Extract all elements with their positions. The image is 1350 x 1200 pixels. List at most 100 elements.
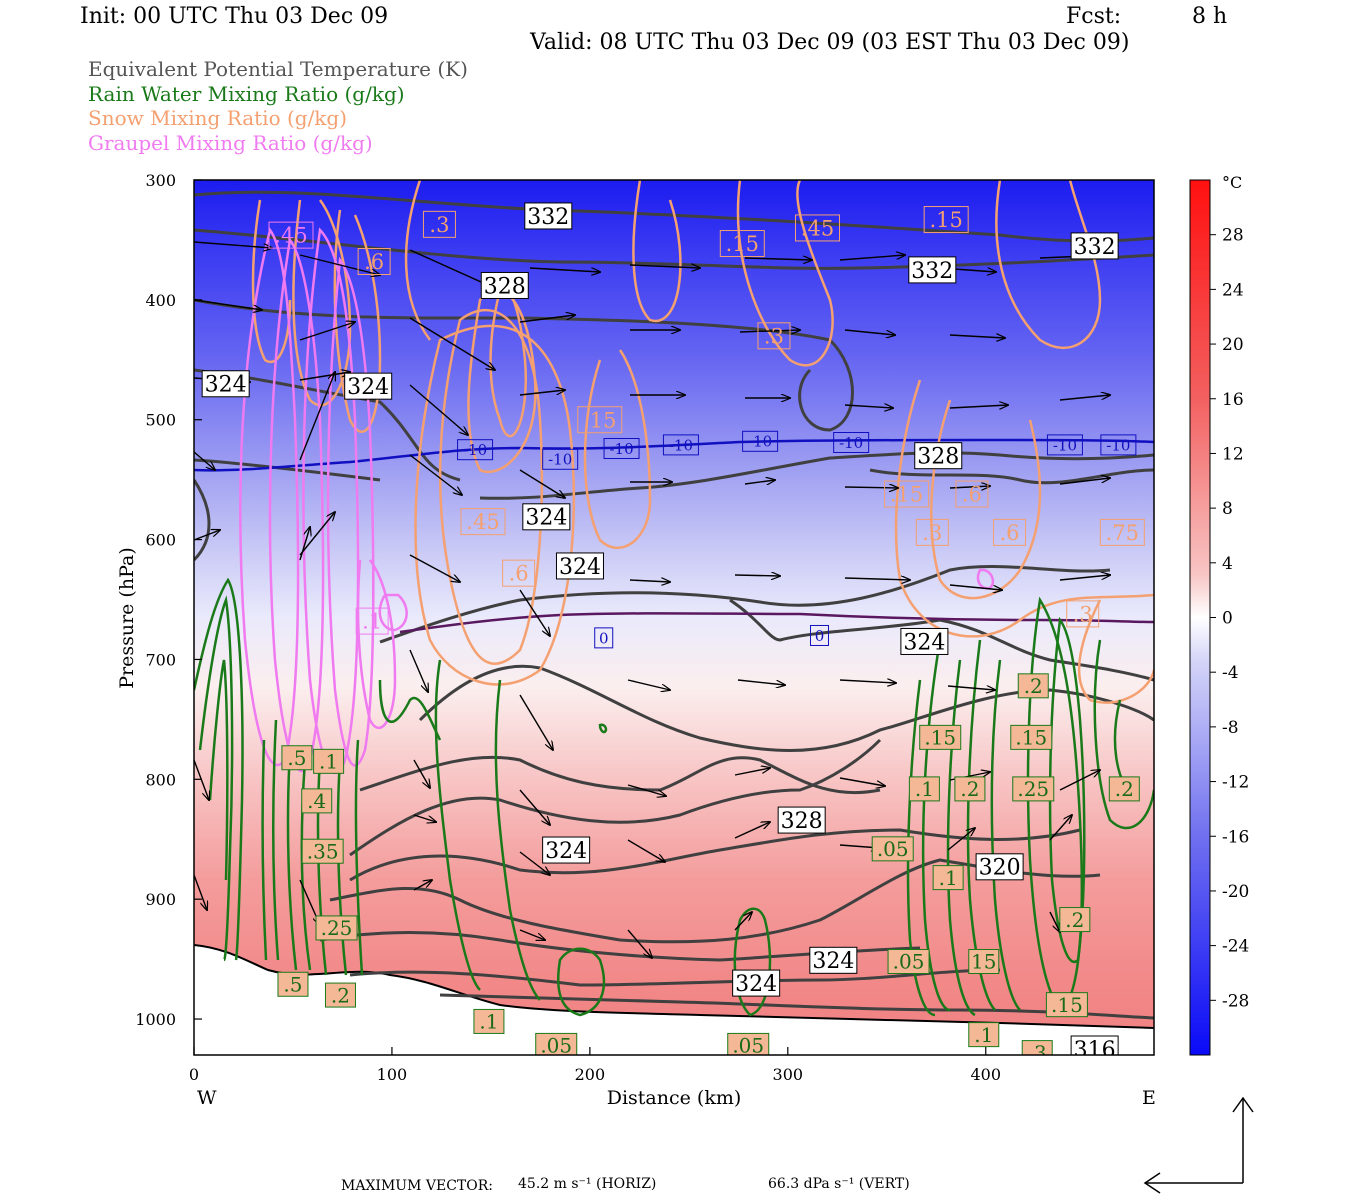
colorbar-unit: °C [1222, 173, 1242, 192]
terrain [194, 945, 1154, 1055]
rain-label: .1 [974, 1023, 993, 1047]
theta-e-label: 324 [205, 373, 247, 398]
colorbar-tick-label: 4 [1222, 554, 1233, 574]
y-tick-label: 400 [145, 291, 176, 310]
temperature-label: 0 [599, 629, 609, 647]
colorbar-tick-label: -16 [1222, 827, 1249, 847]
temperature-label-box [809, 624, 829, 646]
rain-label-box [315, 915, 358, 941]
rain-label: .1 [479, 1010, 498, 1034]
graupel-label-box [268, 221, 314, 249]
temperature-label-box [833, 432, 870, 453]
forecast-hours: 8 h [1192, 4, 1228, 29]
theta-e-label-box [524, 202, 573, 230]
temperature-label: -10 [609, 440, 633, 458]
temperature-label-box [603, 437, 640, 459]
temperature-label-box [1100, 434, 1137, 456]
colorbar-tick-label: -20 [1222, 882, 1249, 902]
rain-label-box [932, 865, 964, 891]
x-tick-label: 300 [773, 1065, 804, 1084]
theta-e-label: 324 [525, 506, 567, 531]
forecast-label: Fcst: [1066, 4, 1122, 29]
legend-theta-e: Equivalent Potential Temperature (K) [88, 57, 468, 81]
colorbar-tick-label: -4 [1222, 663, 1239, 683]
y-tick-label: 900 [145, 890, 176, 909]
rain-label-box [1108, 776, 1140, 802]
temperature-label: -10 [1106, 436, 1130, 454]
temperature-label-box [1046, 434, 1083, 456]
temperature-label-box [662, 434, 699, 456]
theta-e-label: 332 [911, 259, 953, 284]
snow-label: .15 [890, 483, 923, 507]
rain-label-box [281, 745, 313, 771]
temperature-labels: -10 -10 -10 -10 -10 -10 -10 -10 0 0 [457, 430, 1137, 649]
theta-e-label: 320 [979, 856, 1021, 881]
temperature-label-box [594, 627, 614, 649]
rain-label: .05 [877, 837, 909, 861]
rain-label: .35 [307, 839, 339, 863]
theta-e-label-box [914, 442, 963, 470]
rain-label-box [727, 1032, 770, 1055]
rain-label-box [301, 838, 344, 864]
snow-label: .3 [1073, 602, 1093, 626]
rain-label-box [277, 971, 309, 997]
theta-e-label: 328 [781, 809, 823, 834]
theta-e-label-box [1070, 232, 1119, 260]
theta-e-label-box [777, 806, 826, 834]
snow-label: .6 [962, 483, 982, 507]
theta-e-label: 332 [1074, 235, 1116, 260]
wind-vectors [194, 241, 1110, 958]
rain-label-box [1010, 724, 1053, 750]
rain-label-box [887, 949, 930, 975]
rain-label: .1 [319, 750, 338, 774]
snow-label-box [502, 559, 536, 587]
legend-rain-water: Rain Water Mixing Ratio (g/kg) [88, 82, 405, 106]
theta-e-label: 324 [903, 630, 945, 655]
temperature-label-box [742, 430, 779, 452]
y-axis-label: Pressure (hPa) [116, 547, 138, 689]
theta-e-label-box [908, 256, 957, 284]
colorbar-tick-label: -24 [1222, 937, 1249, 957]
max-vector-vert: 66.3 dPa s⁻¹ (VERT) [768, 1176, 910, 1192]
snow-label-box [1099, 518, 1145, 546]
theta-e-label-box [1070, 1035, 1119, 1055]
rain-label-box [1017, 673, 1049, 699]
rain-label: .15 [1051, 993, 1083, 1017]
y-tick-label: 800 [145, 770, 176, 789]
theta-e-label: 328 [484, 274, 526, 299]
theta-e-label-box [344, 372, 393, 400]
theta-e-label: 324 [812, 949, 854, 974]
rain-label-box [535, 1032, 578, 1055]
y-tick-label: 600 [145, 531, 176, 550]
x-tick-label: 400 [970, 1065, 1001, 1084]
theta-e-contours [194, 190, 1154, 1020]
rain-label-box [1059, 907, 1091, 933]
colorbar-tick-label: 20 [1222, 335, 1244, 355]
rain-label: .2 [1065, 908, 1084, 932]
theta-e-label-box [542, 836, 591, 864]
colorbar-tick-label: 0 [1222, 609, 1233, 629]
rain-label: .05 [893, 950, 925, 974]
theta-e-label-box [809, 946, 858, 974]
temperature-label: -10 [669, 436, 693, 454]
rain-label: .05 [540, 1034, 572, 1058]
rain-label-box [908, 776, 940, 802]
theta-e-labels: 332 332 332 328 324 324 328 324 324 324 328 324 320 3… [201, 202, 1119, 1055]
rain-label: .05 [732, 1034, 764, 1058]
rain-label: .15 [924, 726, 956, 750]
snow-label: .6 [509, 562, 529, 586]
snow-label-box [357, 248, 391, 276]
rain-label-box [324, 982, 356, 1008]
snow-label: .15 [726, 232, 759, 256]
colorbar-ticks: 28 24 20 16 12 8 4 0 -4 -8 -12 -16 -20 -24 -28 [1210, 226, 1249, 1011]
snow-label: .45 [801, 217, 834, 241]
rain-label-box [968, 949, 1000, 975]
temperature-label: -10 [548, 451, 572, 469]
snow-label-box [719, 230, 765, 258]
snow-label: .15 [583, 408, 616, 432]
rain-label: .4 [307, 789, 326, 813]
x-tick-label: 0 [189, 1065, 199, 1084]
max-vector-label: MAXIMUM VECTOR: [341, 1178, 493, 1194]
x-axis-label: Distance (km) [607, 1087, 742, 1109]
rain-label-box [301, 788, 333, 814]
